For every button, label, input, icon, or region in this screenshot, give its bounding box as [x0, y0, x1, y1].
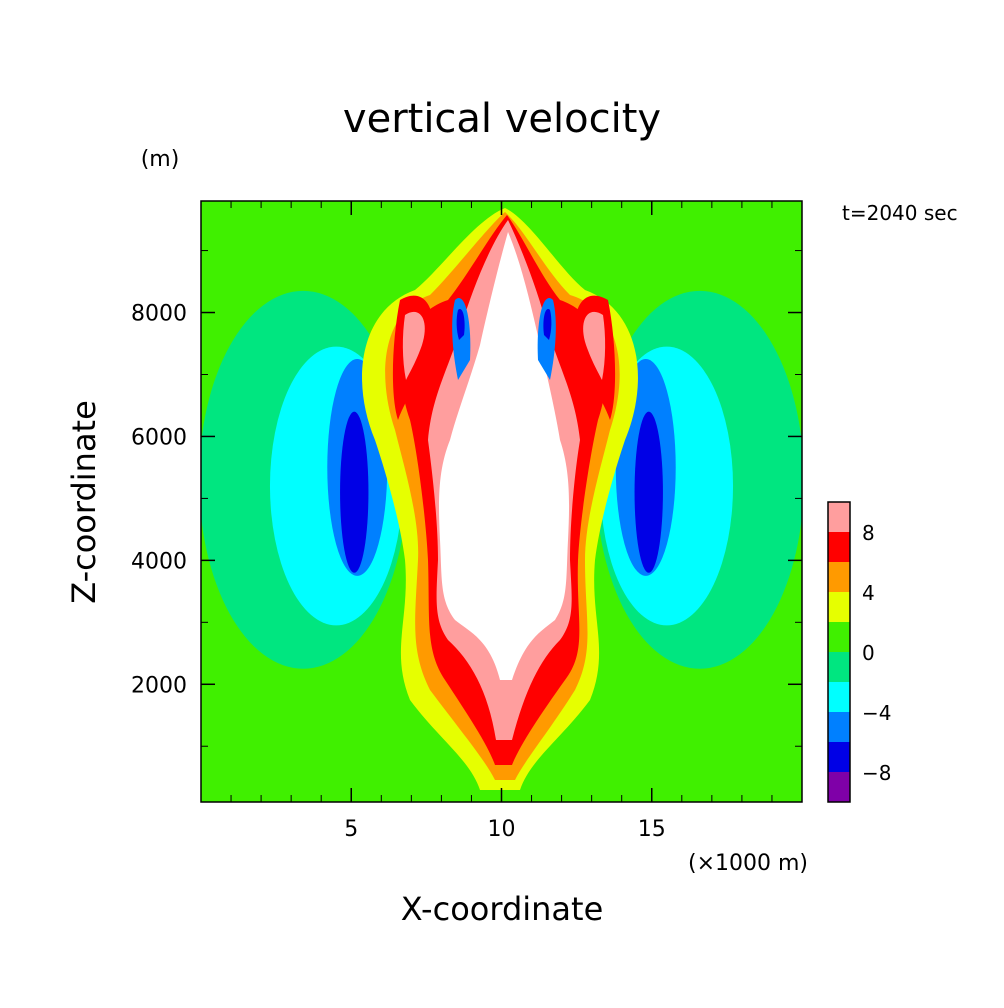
colorbar-tick-label: −8: [862, 761, 891, 785]
time-label: t=2040 sec: [842, 201, 958, 225]
colorbar-tick-label: −4: [862, 701, 891, 725]
colorbar-segment: [828, 682, 850, 712]
right-downdraft-4: [634, 411, 663, 573]
right-notch-blue: [537, 298, 556, 380]
minor-ticks: [201, 201, 802, 802]
colorbar-tick-label: 4: [862, 581, 875, 605]
left-side-lobe-pink: [402, 311, 425, 380]
left-notch-dark: [456, 309, 465, 340]
colorbar: −8 −4 0 4 8: [827, 501, 891, 803]
colorbar-segment: [828, 742, 850, 772]
colorbar-segment: [828, 502, 850, 532]
x-axis-label: X-coordinate: [401, 890, 604, 928]
y-tick-label: 6000: [131, 425, 187, 450]
updraft-core: [362, 208, 638, 790]
colorbar-segment: [828, 712, 850, 742]
left-downdraft-4: [340, 411, 369, 573]
colorbar-segment: [828, 772, 850, 802]
colorbar-segment: [828, 532, 850, 562]
x-unit-label: (×1000 m): [688, 851, 808, 876]
x-axis: 5 10 15: [344, 201, 666, 842]
chart-title: vertical velocity: [343, 96, 661, 142]
right-side-lobe-pink: [583, 311, 606, 380]
x-tick-label: 15: [638, 817, 666, 842]
right-notch-dark: [543, 309, 552, 340]
left-notch-blue: [452, 298, 471, 380]
y-tick-label: 2000: [131, 673, 187, 698]
x-tick-label: 10: [488, 817, 516, 842]
y-axis: 2000 4000 6000 8000: [131, 302, 802, 698]
colorbar-frame: [827, 501, 851, 803]
colorbar-segment: [828, 622, 850, 652]
colorbar-segment: [828, 592, 850, 622]
colorbar-tick-label: 8: [862, 521, 875, 545]
y-tick-label: 8000: [131, 302, 187, 327]
colorbar-tick-label: 0: [862, 641, 875, 665]
colorbar-segment: [828, 562, 850, 592]
y-tick-label: 4000: [131, 549, 187, 574]
y-axis-label: Z-coordinate: [65, 400, 103, 604]
x-tick-label: 5: [344, 817, 358, 842]
field-regions: [201, 290, 802, 669]
plot-area: [201, 201, 802, 802]
colorbar-segment: [828, 652, 850, 682]
y-unit-label: (m): [141, 147, 180, 172]
updraft-white: [439, 232, 570, 680]
